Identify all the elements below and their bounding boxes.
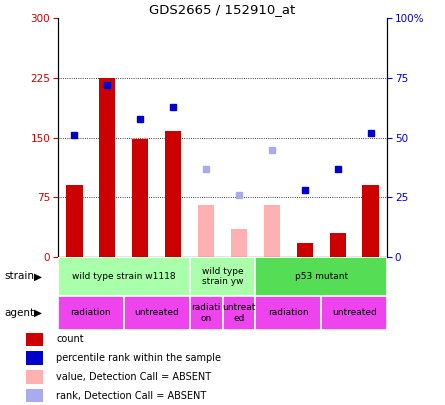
Text: p53 mutant: p53 mutant bbox=[295, 272, 348, 281]
Title: GDS2665 / 152910_at: GDS2665 / 152910_at bbox=[150, 3, 295, 16]
Bar bbox=[99, 78, 116, 257]
Text: ▶: ▶ bbox=[34, 308, 42, 318]
Bar bbox=[255, 257, 387, 296]
Bar bbox=[190, 257, 255, 296]
Bar bbox=[198, 205, 214, 257]
Bar bbox=[296, 243, 313, 257]
Text: count: count bbox=[57, 335, 84, 344]
Bar bbox=[58, 296, 124, 330]
Bar bbox=[362, 185, 379, 257]
Text: radiation: radiation bbox=[268, 308, 309, 318]
Bar bbox=[132, 139, 149, 257]
Bar bbox=[26, 352, 44, 365]
Text: radiation: radiation bbox=[70, 308, 111, 318]
Text: radiati
on: radiati on bbox=[191, 303, 221, 322]
Bar bbox=[255, 296, 321, 330]
Bar bbox=[231, 229, 247, 257]
Text: percentile rank within the sample: percentile rank within the sample bbox=[57, 353, 221, 363]
Text: agent: agent bbox=[4, 308, 35, 318]
Text: wild type strain w1118: wild type strain w1118 bbox=[72, 272, 175, 281]
Text: untreated: untreated bbox=[332, 308, 376, 318]
Bar bbox=[26, 333, 44, 346]
Bar bbox=[190, 296, 222, 330]
Text: wild type
strain yw: wild type strain yw bbox=[202, 267, 243, 286]
Bar bbox=[124, 296, 190, 330]
Bar bbox=[222, 296, 255, 330]
Bar bbox=[58, 257, 190, 296]
Bar bbox=[165, 131, 182, 257]
Bar bbox=[26, 389, 44, 403]
Text: untreated: untreated bbox=[134, 308, 179, 318]
Text: strain: strain bbox=[4, 271, 34, 281]
Bar bbox=[321, 296, 387, 330]
Text: untreat
ed: untreat ed bbox=[222, 303, 255, 322]
Text: ▶: ▶ bbox=[34, 271, 42, 281]
Text: rank, Detection Call = ABSENT: rank, Detection Call = ABSENT bbox=[57, 391, 206, 401]
Bar bbox=[264, 205, 280, 257]
Bar bbox=[26, 370, 44, 384]
Bar bbox=[330, 233, 346, 257]
Text: value, Detection Call = ABSENT: value, Detection Call = ABSENT bbox=[57, 372, 211, 382]
Bar bbox=[66, 185, 83, 257]
